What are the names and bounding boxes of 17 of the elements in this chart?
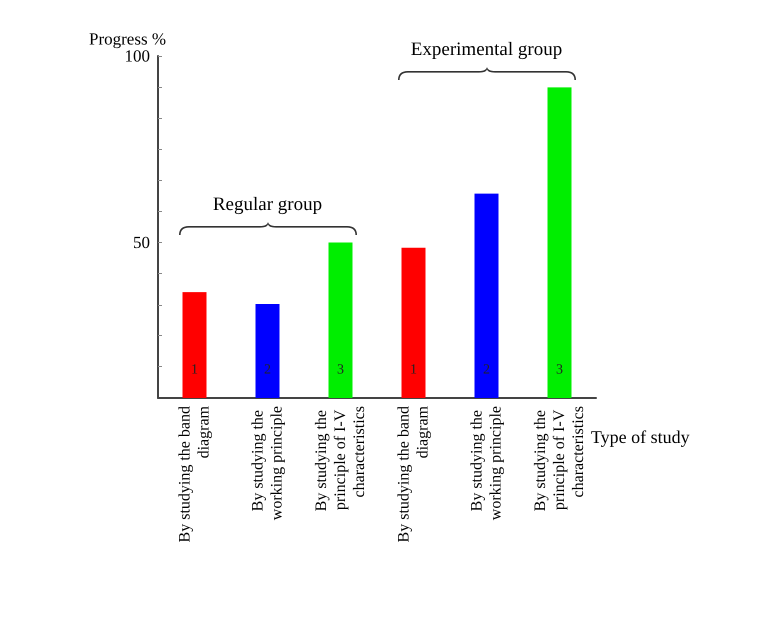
y-axis-title: Progress % — [89, 30, 166, 49]
annotation: 3 — [556, 362, 563, 378]
series-label: Experimental group — [410, 39, 562, 62]
y-tick-label: 50 — [133, 232, 150, 252]
annotation: 2 — [264, 362, 271, 378]
annotation: 2 — [483, 362, 490, 378]
annotation: 1 — [191, 362, 198, 378]
y-tick-label: 100 — [124, 46, 150, 66]
x-tick-label: By studying the band diagram — [176, 405, 212, 542]
x-tick-label: By studying the working principle — [468, 406, 504, 520]
series-label: Regular group — [212, 194, 322, 216]
x-tick-label: By studying the working principle — [250, 406, 286, 520]
annotation: 3 — [337, 362, 344, 378]
x-axis-title: Type of study — [590, 427, 690, 447]
x-tick-label: By studying the principle of I-V characteristics — [532, 406, 587, 512]
x-tick-label: By studying the principle of I-V characteristics — [313, 406, 368, 512]
annotation: 1 — [410, 362, 417, 378]
